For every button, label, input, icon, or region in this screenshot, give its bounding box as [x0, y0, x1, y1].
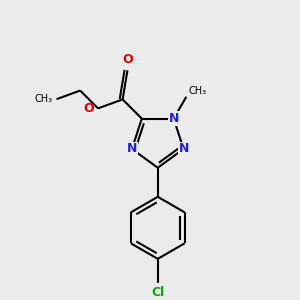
Text: O: O: [83, 102, 94, 115]
Text: CH₃: CH₃: [34, 94, 52, 104]
Text: N: N: [127, 142, 137, 155]
Text: Cl: Cl: [151, 286, 164, 299]
Text: O: O: [122, 53, 133, 67]
Text: N: N: [169, 112, 179, 125]
Text: CH₃: CH₃: [188, 86, 206, 96]
Text: N: N: [178, 142, 189, 155]
